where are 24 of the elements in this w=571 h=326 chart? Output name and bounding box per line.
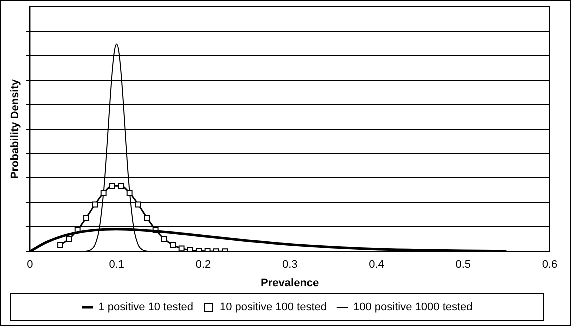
point	[126, 190, 133, 196]
x-axis-title: Prevalence	[261, 277, 320, 290]
point	[110, 183, 116, 190]
legend-label: 100 positive 1000 tested	[354, 302, 473, 314]
point	[100, 190, 107, 196]
x-tick-label: 0.3	[282, 259, 298, 272]
x-tick-label: 0.4	[369, 259, 384, 272]
x-tick-label: 0	[27, 259, 34, 272]
x-tick-label: 0.5	[456, 259, 472, 272]
legend-label: 1 positive 10 tested	[98, 302, 194, 314]
point	[144, 215, 150, 221]
x-tick-label: 0.6	[542, 259, 558, 272]
point	[58, 242, 64, 248]
point	[118, 183, 124, 190]
x-tick-label: 0.1	[109, 259, 124, 272]
legend-label: 10 positive 100 tested	[220, 302, 328, 314]
point	[84, 215, 90, 221]
y-axis-title: Probability Density	[10, 78, 22, 180]
point	[136, 202, 142, 208]
x-tick-label: 0.2	[196, 259, 212, 272]
point	[92, 202, 98, 208]
point	[66, 236, 72, 242]
point	[162, 236, 168, 242]
point	[170, 242, 176, 248]
